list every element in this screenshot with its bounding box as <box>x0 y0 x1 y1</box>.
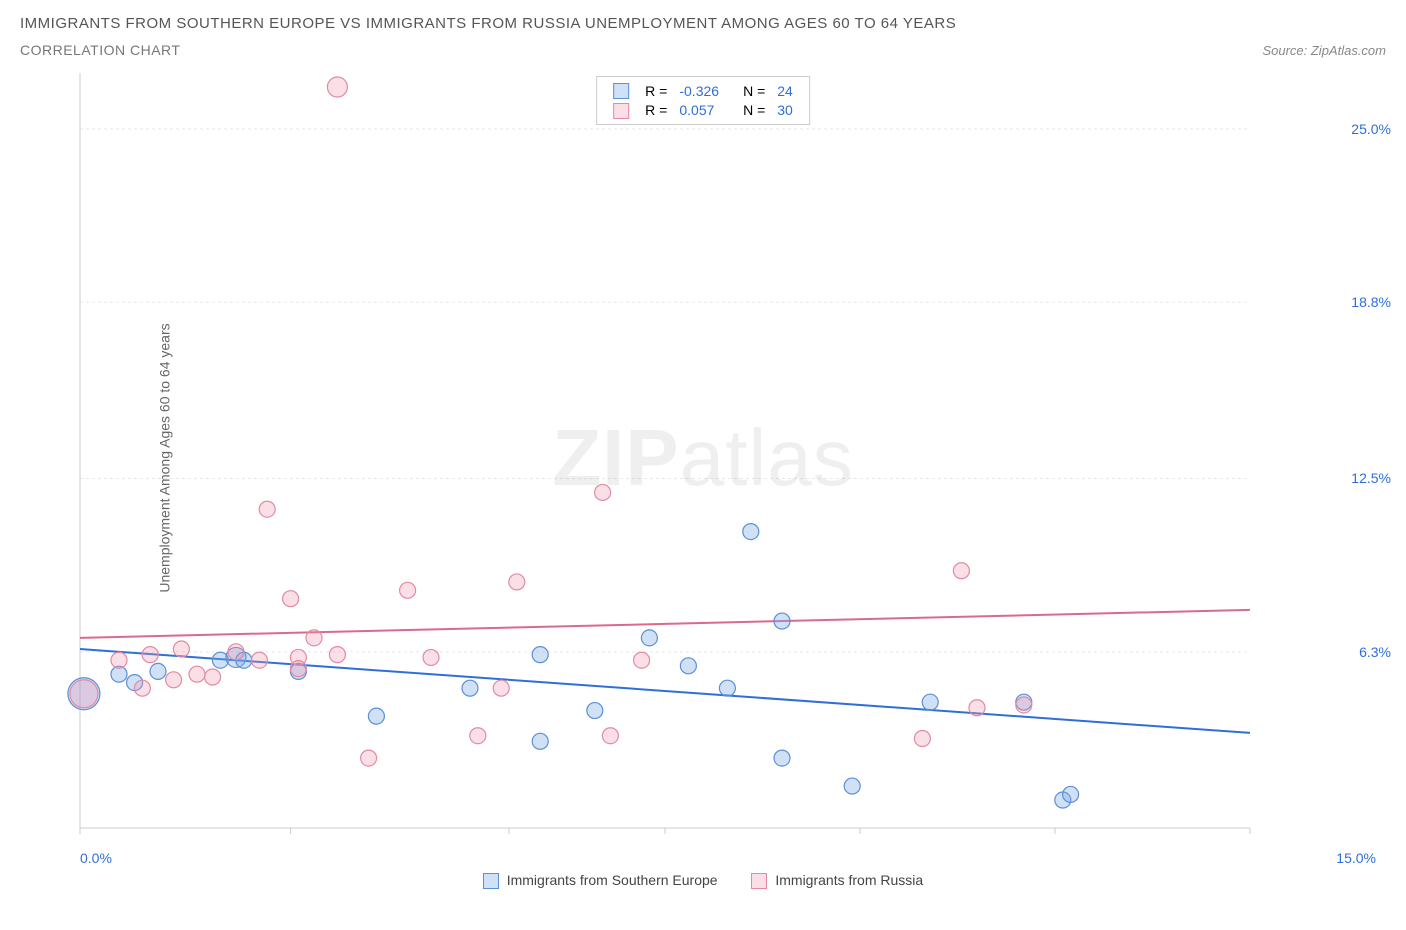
legend-row-series-a: R = -0.326 N = 24 <box>607 81 799 100</box>
chart-header: IMMIGRANTS FROM SOUTHERN EUROPE VS IMMIG… <box>20 15 1386 58</box>
legend-item-a: Immigrants from Southern Europe <box>483 872 718 889</box>
x-tick-min: 0.0% <box>80 850 112 866</box>
chart-container: Unemployment Among Ages 60 to 64 years Z… <box>20 68 1386 848</box>
y-tick-label: 12.5% <box>1351 470 1391 486</box>
series-a-name: Immigrants from Southern Europe <box>507 872 718 888</box>
r-value-b: 0.057 <box>673 100 725 119</box>
swatch-series-b <box>751 873 767 889</box>
y-axis-label: Unemployment Among Ages 60 to 64 years <box>157 323 173 592</box>
series-b-name: Immigrants from Russia <box>775 872 923 888</box>
source-name: ZipAtlas.com <box>1311 43 1386 58</box>
y-tick-label: 25.0% <box>1351 121 1391 137</box>
y-tick-label: 6.3% <box>1359 644 1391 660</box>
r-label: R = <box>639 100 673 119</box>
y-tick-label: 18.8% <box>1351 294 1391 310</box>
series-legend: Immigrants from Southern Europe Immigran… <box>20 872 1386 889</box>
swatch-series-a <box>613 83 629 99</box>
x-axis-ticks: 0.0% 15.0% <box>20 850 1386 866</box>
r-label: R = <box>639 81 673 100</box>
x-tick-max: 15.0% <box>1336 850 1376 866</box>
n-label: N = <box>737 100 771 119</box>
title-line2: CORRELATION CHART <box>20 42 956 58</box>
n-value-b: 30 <box>771 100 799 119</box>
swatch-series-b <box>613 103 629 119</box>
title-block: IMMIGRANTS FROM SOUTHERN EUROPE VS IMMIG… <box>20 15 956 58</box>
r-value-a: -0.326 <box>673 81 725 100</box>
source: Source: ZipAtlas.com <box>1262 43 1386 58</box>
swatch-series-a <box>483 873 499 889</box>
source-label: Source: <box>1262 43 1310 58</box>
legend-item-b: Immigrants from Russia <box>751 872 923 889</box>
n-value-a: 24 <box>771 81 799 100</box>
legend-row-series-b: R = 0.057 N = 30 <box>607 100 799 119</box>
n-label: N = <box>737 81 771 100</box>
y-axis-ticks: 6.3% 12.5% 18.8% 25.0% <box>1331 68 1391 848</box>
title-line1: IMMIGRANTS FROM SOUTHERN EUROPE VS IMMIG… <box>20 15 956 32</box>
correlation-legend: R = -0.326 N = 24 R = 0.057 N = 30 <box>596 76 810 125</box>
scatter-chart <box>20 68 1320 848</box>
